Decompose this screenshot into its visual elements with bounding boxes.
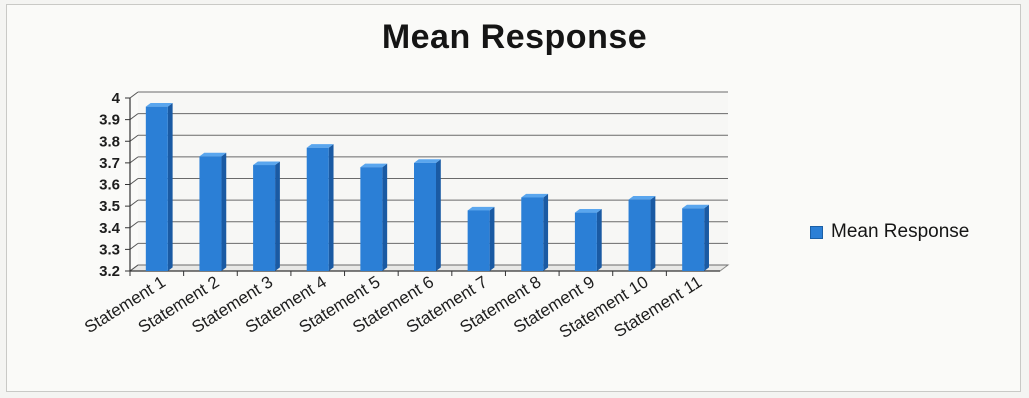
chart-title: Mean Response <box>381 18 648 56</box>
bar-side <box>382 163 388 271</box>
y-tick-label: 3.2 <box>99 263 120 280</box>
bar <box>306 147 329 271</box>
bar <box>199 156 222 271</box>
bar-side <box>275 161 280 271</box>
y-tick-label: 3.4 <box>99 220 121 237</box>
bar-top <box>467 206 495 211</box>
bar-side <box>167 103 173 271</box>
bar-side <box>436 159 441 271</box>
bar <box>521 197 544 271</box>
gridline-depth <box>129 134 139 142</box>
y-tick-label: 3.5 <box>99 198 120 215</box>
y-tick-label: 3.8 <box>99 133 120 150</box>
bar-top <box>360 163 388 168</box>
gridline-depth <box>129 113 139 121</box>
bar-top <box>628 196 656 200</box>
bar <box>145 106 168 272</box>
gridline-depth <box>129 91 139 99</box>
bar-top <box>145 103 173 107</box>
bar-top <box>306 144 334 148</box>
bar-side <box>704 204 709 271</box>
gridline-depth <box>129 264 139 272</box>
gridline-depth <box>129 156 139 164</box>
bar-side <box>650 196 656 271</box>
bar-side <box>596 209 602 271</box>
bar-side <box>489 206 495 271</box>
y-tick-label: 3.6 <box>99 177 120 194</box>
bar-top <box>521 193 549 198</box>
bar-top <box>574 209 602 213</box>
bar <box>414 162 436 271</box>
y-tick-label: 3.3 <box>99 241 120 258</box>
bar <box>467 210 490 271</box>
bar-top <box>253 161 280 166</box>
gridline-depth <box>129 242 139 250</box>
bar <box>682 208 705 271</box>
gridline-depth <box>129 178 139 185</box>
y-tick-label: 3.9 <box>99 112 120 129</box>
bar-top <box>682 204 709 209</box>
bar <box>628 199 651 271</box>
bar-side <box>543 193 549 271</box>
legend-label: Mean Response <box>831 221 970 242</box>
bar-side <box>221 152 227 271</box>
bar <box>574 212 597 271</box>
bar-top <box>414 159 441 163</box>
bar-side <box>328 144 334 271</box>
gridline-depth <box>129 221 139 229</box>
bar <box>360 167 383 271</box>
y-tick-label: 4 <box>112 90 121 107</box>
bar <box>253 165 276 271</box>
bar-top <box>199 152 227 157</box>
y-tick-label: 3.7 <box>99 155 120 172</box>
legend-swatch <box>810 225 823 239</box>
legend: Mean Response <box>810 221 969 243</box>
gridline-depth <box>129 199 139 207</box>
